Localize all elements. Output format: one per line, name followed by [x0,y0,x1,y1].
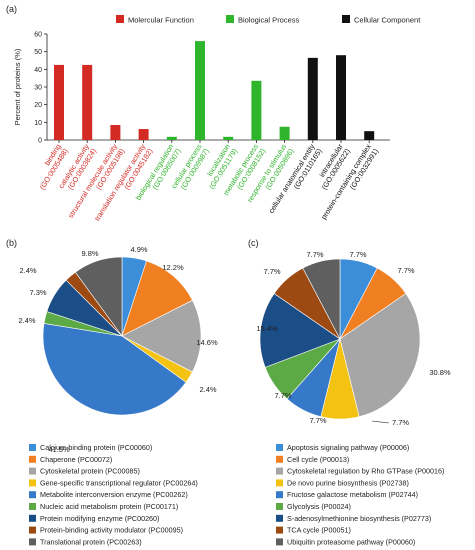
panel-label-a: (a) [6,4,17,14]
legend-swatch-0 [116,15,124,23]
y-tick-label: 10 [34,120,42,127]
pie-value-label-6: 2.4% [18,316,35,325]
legend-label-1: Biological Process [238,16,300,25]
bar-1 [54,64,64,140]
legend-swatch-2 [276,455,283,463]
pie-value-label-7: 15.4% [256,324,278,333]
pie-slice-9 [302,258,341,340]
pie-slice-2 [121,260,193,337]
legend-entry-6: Glycolysis (P00024) [287,502,351,511]
legend-swatch-2 [29,455,36,463]
pie-value-label-3: 14.6% [196,338,218,347]
bar-chart-legend: Molercular Function Biological Process Cel… [116,15,421,25]
legend-swatch-9 [276,538,283,546]
legend-entry-9: Ubiquitin proteasome pathway (P00060) [287,537,415,546]
panel-label-c: (c) [248,238,259,248]
legend-swatch-4 [29,479,36,487]
legend-swatch-6 [276,503,283,510]
bar-10 [307,57,318,140]
panel-label-b: (b) [6,238,17,248]
pie-value-label-7: 7.3% [29,288,46,297]
pie-value-label-4: 7.7% [392,418,409,427]
pie-chart-pathway: 7.7% 7.7% 30.8% 7.7% 7.7% 7.7% 15.4% 7.7% 7.7% [256,250,451,427]
legend-entry-8: Protein-binding activity modulator (PC00… [40,526,183,535]
pie-slice-7 [259,293,341,368]
pie-value-label-3: 30.8% [429,368,451,377]
legend-entry-7: S-adenosylmethionine biosynthesis (P0277… [287,514,431,523]
legend-swatch-5 [29,491,36,499]
pie-leader-line [371,420,390,424]
pie-value-label-9: 7.7% [306,250,323,259]
pie-slice-3 [121,299,202,373]
y-tick-label: 50 [34,49,42,56]
legend-swatch-3 [276,467,283,475]
legend-entry-3: Cytoskeletal regulation by Rho GTPase (P… [287,467,444,476]
y-tick-label: 20 [34,102,42,109]
pie-slice-5 [42,323,187,416]
bar-12 [364,131,375,140]
y-tick-label: 40 [34,67,42,74]
legend-swatch-1 [226,15,234,23]
pie-value-label-8: 2.4% [19,266,36,275]
bar-2 [82,64,93,140]
legend-swatch-7 [29,514,36,522]
legend-swatch-1 [276,444,283,451]
y-tick-label: 60 [34,32,42,39]
pie-legend-protein-class: Calcium-binding protein (PC00060) Chapero… [29,443,198,546]
legend-entry-4: Gene-specific transcriptional regulator … [40,478,198,487]
legend-entry-5: Metabolite interconversion enzyme (PC002… [40,490,188,499]
bar-4 [138,129,149,140]
pie-chart-protein-class: 4.9% 12.2% 14.6% 2.4% 41.5% 2.4% 7.3% 2.4% 9.8% [18,245,218,454]
bar-5 [166,136,177,140]
legend-swatch-7 [276,514,283,522]
legend-label-2: Cellular Component [354,16,421,25]
legend-swatch-2 [342,15,350,23]
legend-entry-9: Translational protein (PC00263) [40,537,142,546]
bar-8 [251,80,262,140]
pie-legend-pathway: Apoptosis signaling pathway (P00006) Cell… [276,443,444,546]
pie-value-label-5: 7.7% [309,416,326,425]
legend-entry-6: Nucleic acid metabolism protein (PC00171… [40,502,178,511]
legend-entry-1: Apoptosis signaling pathway (P00006) [287,443,409,452]
legend-swatch-8 [29,526,36,534]
legend-swatch-8 [276,526,283,534]
legend-entry-2: Cell cycle (P00013) [287,455,349,464]
pie-value-label-1: 4.9% [130,245,147,254]
legend-swatch-5 [276,491,283,499]
bar-3 [110,124,121,140]
legend-label-0: Molercular Function [128,16,194,25]
legend-entry-5: Fructose galactose metabolism (P02744) [287,490,418,499]
legend-swatch-3 [29,467,36,475]
pie-value-label-5: 41.5% [48,445,70,454]
legend-entry-8: TCA cycle (P00051) [287,526,351,535]
bar-7 [223,136,234,140]
pie-value-label-4: 2.4% [199,385,216,394]
pie-value-label-2: 7.7% [397,266,414,275]
pie-value-label-9: 9.8% [81,249,98,258]
legend-swatch-4 [276,479,283,487]
pie-slice-3 [339,293,421,418]
y-tick-label: 0 [38,138,42,145]
legend-swatch-6 [29,503,36,510]
bar-9 [279,126,290,140]
pie-value-label-8: 7.7% [263,267,280,276]
legend-entry-1: Calcium-binding protein (PC00060) [40,443,152,452]
pie-value-label-6: 7.7% [274,391,291,400]
legend-entry-4: De novo purine biosynthesis (P02738) [287,478,409,487]
legend-entry-7: Protein modifying enzyme (PC00260) [40,514,159,523]
pie-slice-9 [74,256,123,337]
bar-6 [195,41,205,140]
y-axis-label: Percent of proteins (%) [13,48,22,125]
bar-11 [336,55,346,141]
pie-value-label-2: 12.2% [162,263,184,272]
legend-swatch-9 [29,538,36,546]
legend-entry-2: Chaperone (PC00072) [40,455,112,464]
y-tick-label: 30 [34,85,42,92]
legend-entry-3: Cytoskeletal protein (PC00085) [40,467,140,476]
legend-swatch-1 [29,444,36,451]
pie-value-label-1: 7.7% [349,250,366,259]
